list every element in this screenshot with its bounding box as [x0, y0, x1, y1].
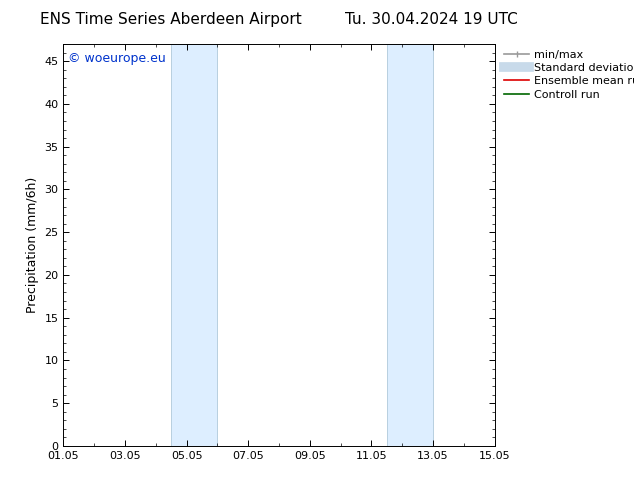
- Bar: [387, 44, 433, 446]
- Y-axis label: Precipitation (mm/6h): Precipitation (mm/6h): [26, 177, 39, 313]
- Text: © woeurope.eu: © woeurope.eu: [68, 52, 165, 65]
- Text: Tu. 30.04.2024 19 UTC: Tu. 30.04.2024 19 UTC: [345, 12, 517, 27]
- Bar: [171, 44, 217, 446]
- Legend: min/max, Standard deviation, Ensemble mean run, Controll run: min/max, Standard deviation, Ensemble me…: [505, 49, 634, 99]
- Text: ENS Time Series Aberdeen Airport: ENS Time Series Aberdeen Airport: [41, 12, 302, 27]
